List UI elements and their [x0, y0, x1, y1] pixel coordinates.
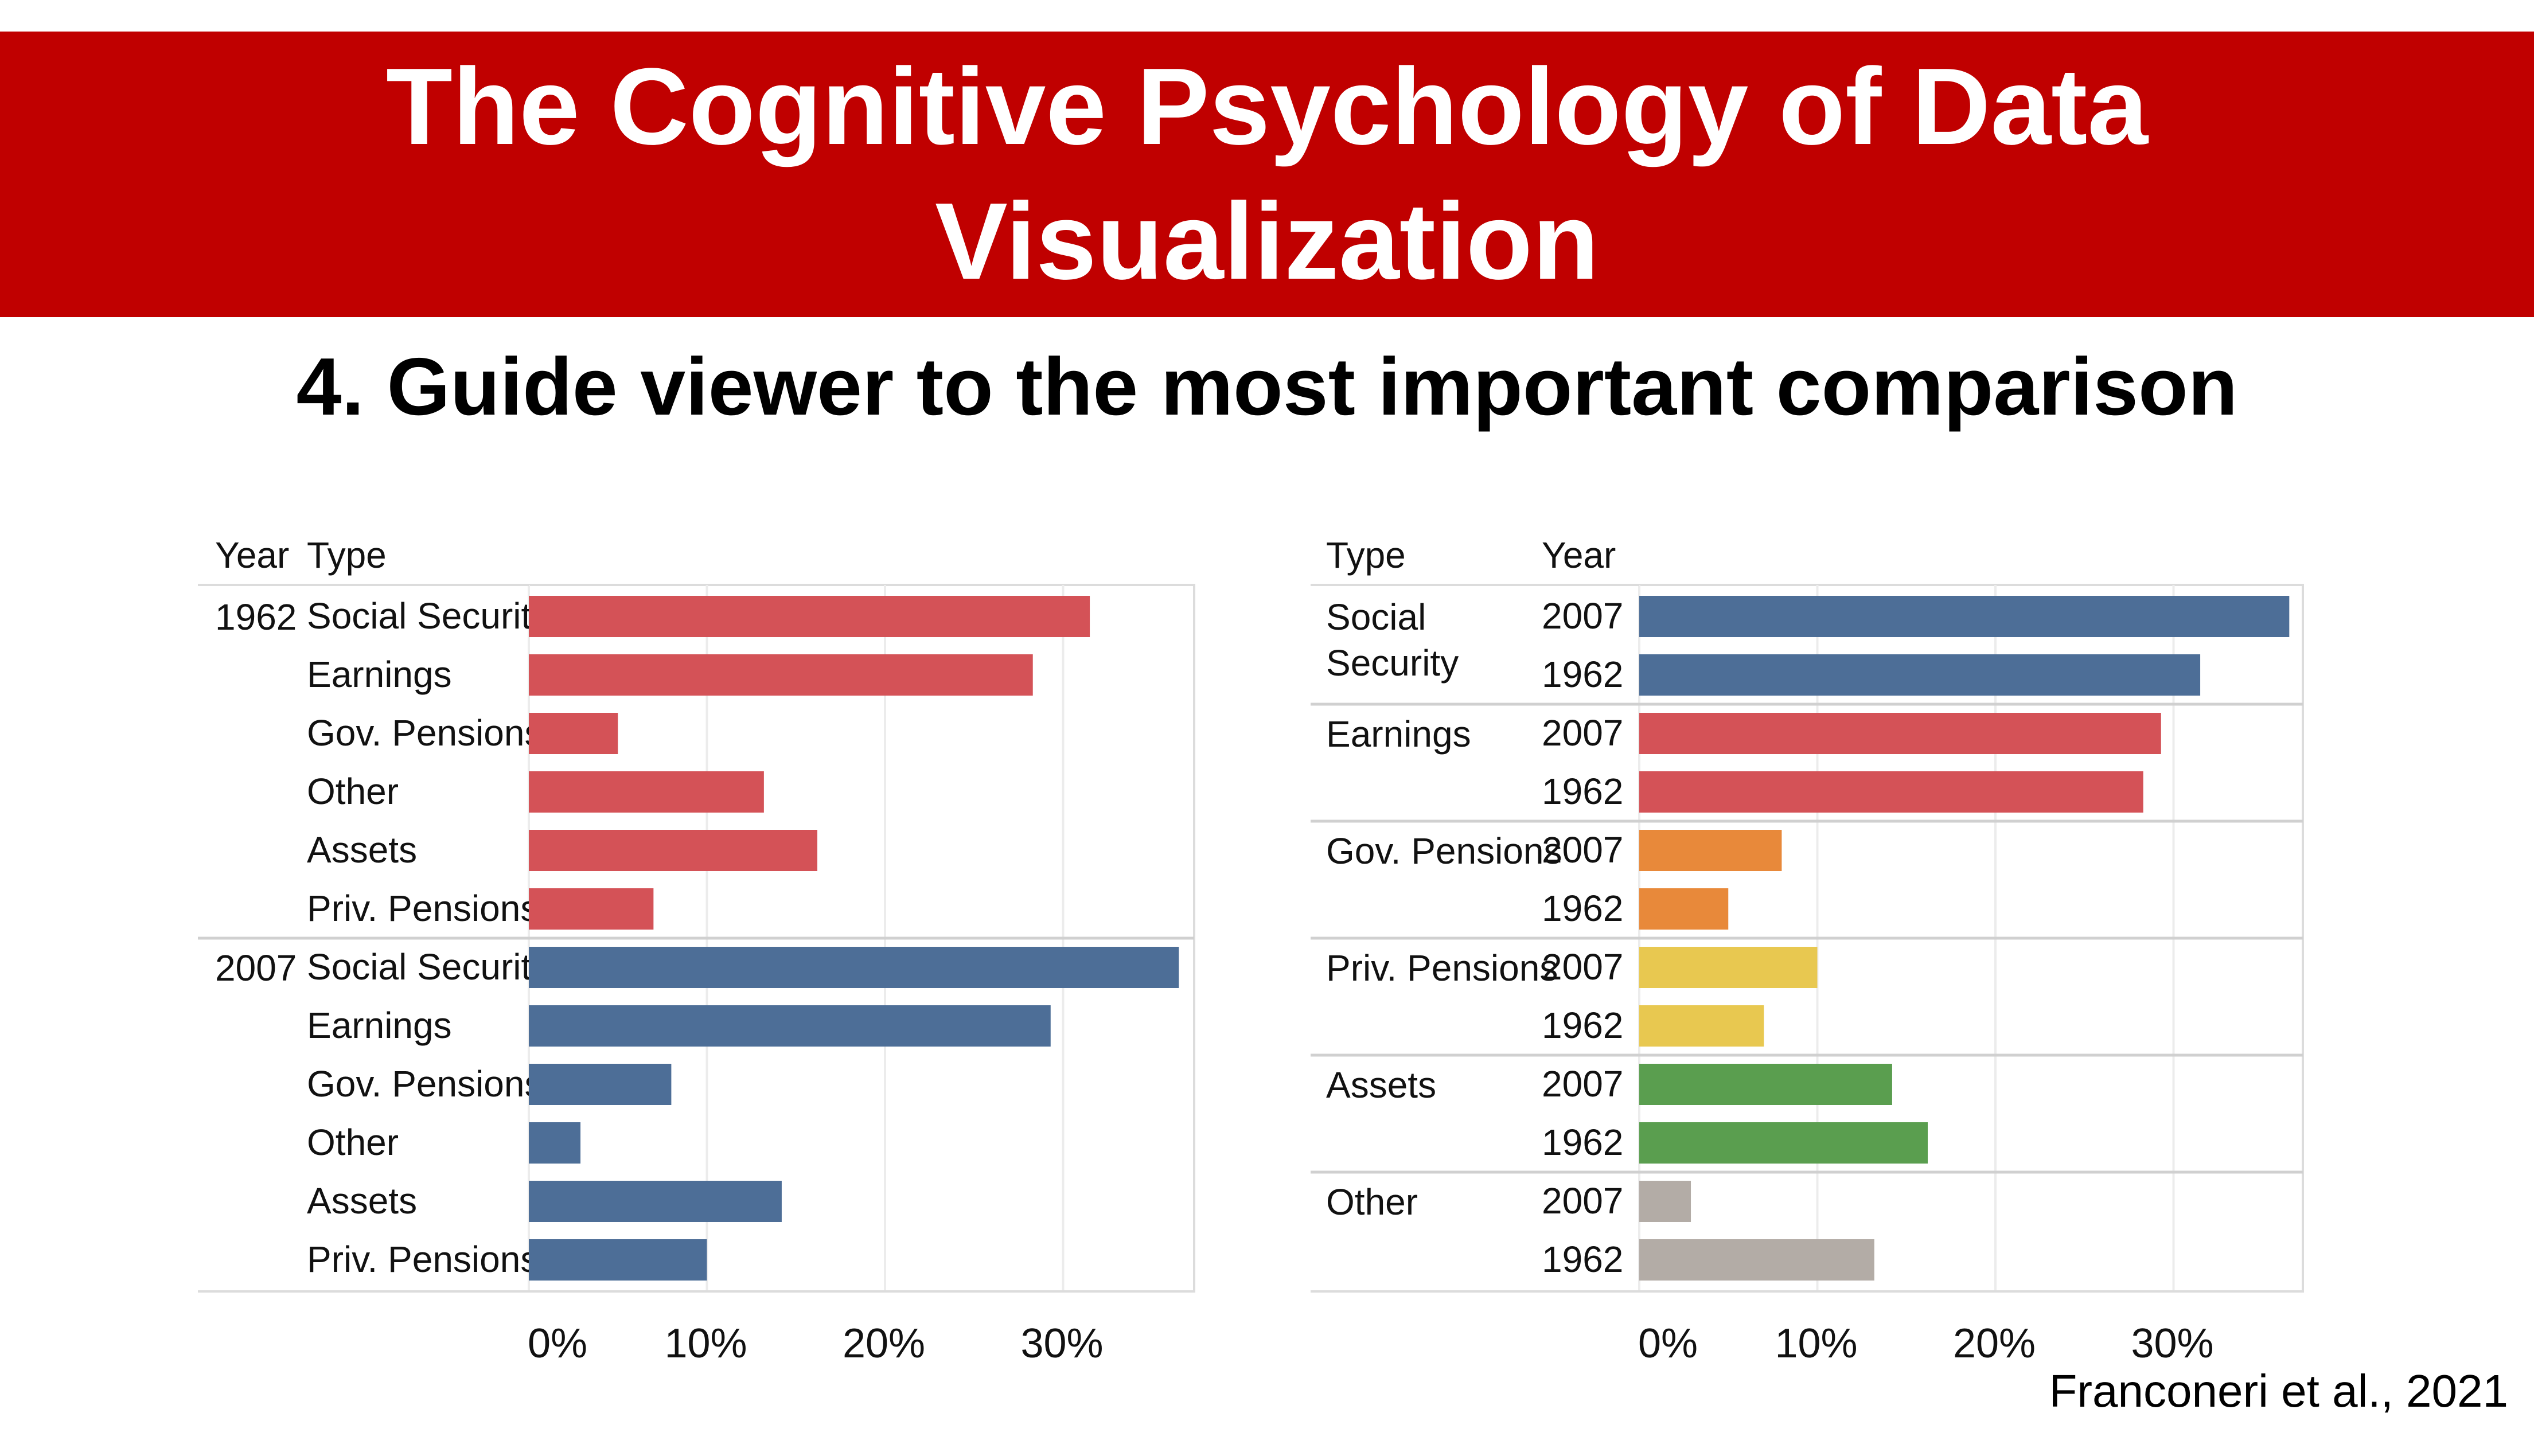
bar-label-2007: 2007 [1542, 829, 1623, 871]
bar-label-1962: 1962 [1542, 1122, 1623, 1163]
column-header-type: Type [1326, 534, 1406, 576]
bar-earnings-1962 [1639, 771, 2143, 813]
bar-label-gov-pensions: Gov. Pensions [307, 1063, 543, 1104]
bar-label-social-security: Social Security [307, 595, 549, 637]
bar-label-assets: Assets [307, 829, 417, 871]
bar-label-1962: 1962 [1542, 1005, 1623, 1046]
group-label-social-security: Social [1326, 596, 1426, 638]
x-tick-label: 10% [664, 1321, 747, 1367]
citation: Franconeri et al., 2021 [2049, 1365, 2508, 1416]
slide-title: The Cognitive Psychology of Data Visuali… [385, 46, 2149, 302]
bar-other-2007 [1639, 1181, 1691, 1222]
bar-2007-assets [529, 1181, 782, 1222]
bar-1962-gov-pensions [529, 713, 618, 754]
group-label-gov-pensions: Gov. Pensions [1326, 830, 1562, 872]
x-tick-label: 0% [1638, 1321, 1698, 1367]
x-tick-label: 20% [1953, 1321, 2036, 1367]
group-label-2007: 2007 [215, 947, 297, 989]
bar-label-2007: 2007 [1542, 1180, 1623, 1221]
bar-label-earnings: Earnings [307, 654, 452, 695]
bar-label-1962: 1962 [1542, 1239, 1623, 1280]
bar-priv-pensions-2007 [1639, 947, 1818, 988]
bar-assets-2007 [1639, 1064, 1892, 1105]
column-header-year: Year [215, 534, 289, 576]
bar-social-security-1962 [1639, 654, 2201, 696]
bar-label-2007: 2007 [1542, 1063, 1623, 1104]
group-label-earnings: Earnings [1326, 713, 1471, 755]
bar-1962-social-security [529, 596, 1090, 637]
bar-label-social-security: Social Security [307, 946, 549, 987]
bar-earnings-2007 [1639, 713, 2161, 754]
group-label-priv-pensions: Priv. Pensions [1326, 947, 1558, 989]
bar-label-priv-pensions: Priv. Pensions [307, 1239, 539, 1280]
bar-2007-gov-pensions [529, 1064, 672, 1105]
bar-label-1962: 1962 [1542, 654, 1623, 695]
bar-other-1962 [1639, 1239, 1874, 1281]
bar-label-1962: 1962 [1542, 888, 1623, 929]
bar-priv-pensions-1962 [1639, 1005, 1764, 1047]
bar-1962-other [529, 771, 764, 813]
bar-label-2007: 2007 [1542, 595, 1623, 637]
bar-2007-other [529, 1122, 581, 1164]
bar-social-security-2007 [1639, 596, 2290, 637]
group-label-assets: Assets [1326, 1064, 1436, 1106]
x-tick-label: 30% [1020, 1321, 1103, 1367]
x-tick-label: 30% [2131, 1321, 2213, 1367]
bar-label-gov-pensions: Gov. Pensions [307, 712, 543, 754]
column-header-type: Type [307, 534, 387, 576]
bar-label-priv-pensions: Priv. Pensions [307, 888, 539, 929]
bar-1962-priv-pensions [529, 888, 654, 930]
bar-2007-earnings [529, 1005, 1051, 1047]
x-tick-label: 20% [843, 1321, 925, 1367]
group-label-social-security-line2: Security [1326, 642, 1459, 684]
bar-1962-assets [529, 830, 818, 871]
slide-subtitle: 4. Guide viewer to the most important co… [296, 341, 2238, 432]
x-tick-label: 10% [1775, 1321, 1857, 1367]
group-label-other: Other [1326, 1181, 1418, 1223]
bar-2007-social-security [529, 947, 1179, 988]
group-label-1962: 1962 [215, 596, 297, 638]
bar-label-other: Other [307, 1122, 399, 1163]
bar-label-other: Other [307, 771, 399, 812]
bar-label-2007: 2007 [1542, 946, 1623, 987]
bar-gov-pensions-1962 [1639, 888, 1729, 930]
bar-2007-priv-pensions [529, 1239, 707, 1281]
bar-label-2007: 2007 [1542, 712, 1623, 754]
bar-label-assets: Assets [307, 1180, 417, 1221]
bar-label-1962: 1962 [1542, 771, 1623, 812]
bar-assets-1962 [1639, 1122, 1928, 1164]
title-banner: The Cognitive Psychology of Data Visuali… [0, 32, 2534, 317]
column-header-year: Year [1542, 534, 1616, 576]
bar-gov-pensions-2007 [1639, 830, 1782, 871]
x-tick-label: 0% [528, 1321, 587, 1367]
bar-1962-earnings [529, 654, 1033, 696]
bar-label-earnings: Earnings [307, 1005, 452, 1046]
